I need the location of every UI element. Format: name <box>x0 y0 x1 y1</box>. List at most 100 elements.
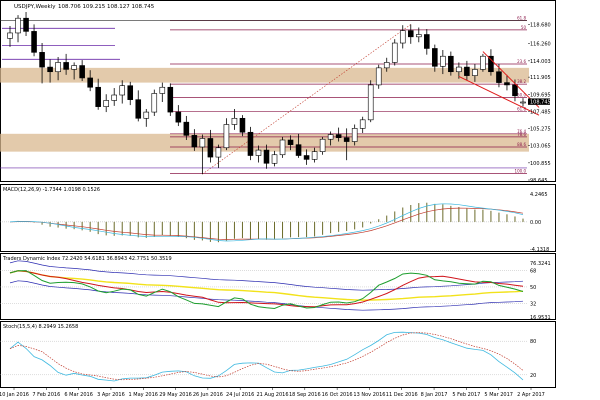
candle-body <box>95 86 101 107</box>
candle-body <box>255 149 262 156</box>
price-tick-label: 103.065 <box>530 144 551 150</box>
stoch-signal-line <box>9 332 524 381</box>
macd-title: MACD(12,26,9) -1.7344 1.0198 0.1526 <box>3 187 100 193</box>
macd-tick-label: 0.00 <box>530 220 541 226</box>
candle-body <box>367 84 374 121</box>
stoch-plot <box>0 331 527 382</box>
candle-body <box>263 149 270 164</box>
macd-tick-label: -4.1318 <box>530 247 549 253</box>
candle-body <box>71 65 77 70</box>
stoch-main-line <box>9 331 524 382</box>
stoch-axis: 80 20 <box>530 339 536 379</box>
candle-body <box>496 71 502 83</box>
fib-level-label: 23.6 <box>517 59 526 64</box>
price-plot: 61.8 50 23.6 38.2 50.0 61.8 76.478.6 88.6 100.0 <box>0 12 540 175</box>
tdi-tick-label: 16.9531 <box>530 315 551 321</box>
tdi-axis: 76.3241 68 50 32 16.9531 <box>530 261 551 321</box>
stoch-title: Stoch(15,5,4) 8.2949 15.2658 <box>3 324 78 330</box>
tdi-upper-band <box>9 260 524 291</box>
price-tick-label: 111.905 <box>530 75 551 81</box>
time-tick-label: 24 Jul 2016 <box>226 392 254 398</box>
fib-trend-line <box>202 24 411 175</box>
time-tick-label: 2 Apr 2017 <box>517 392 545 398</box>
candle-body <box>391 42 398 63</box>
wedge-lower-line <box>458 75 540 116</box>
tdi-signal-line <box>9 270 524 308</box>
candle-body <box>31 31 37 53</box>
candle-body <box>448 55 454 73</box>
candle-body <box>359 119 366 129</box>
candle-body <box>311 151 318 160</box>
candle-body <box>464 66 470 76</box>
candle-body <box>175 111 182 123</box>
candle-body <box>63 62 69 70</box>
candle-body <box>39 52 45 68</box>
stoch-tick-label: 20 <box>530 373 536 379</box>
tdi-tick-label: 50 <box>530 285 536 291</box>
macd-tick-label: 4.2465 <box>530 192 548 198</box>
time-tick-label: 10 Jan 2016 <box>0 392 29 398</box>
candle-body <box>488 55 494 73</box>
fib-level-label: 78.6 <box>517 132 526 137</box>
price-tick-label: 98.645 <box>530 178 548 184</box>
candle-body <box>375 67 382 86</box>
fib-level-label: 61.8 <box>517 16 526 21</box>
candle-body <box>279 139 286 156</box>
tdi-plot <box>0 260 527 311</box>
current-price-box <box>528 98 550 105</box>
tdi-lower-band <box>9 280 524 311</box>
candle-body <box>55 62 61 73</box>
candle-body <box>135 99 142 119</box>
candle-body <box>167 86 174 113</box>
candle-body <box>416 34 422 38</box>
candle-body <box>183 121 190 136</box>
candle-body <box>15 17 21 34</box>
candle-body <box>327 134 334 140</box>
candle-body <box>231 117 238 125</box>
time-tick-label: 29 May 2016 <box>159 392 192 398</box>
candle-body <box>199 138 206 148</box>
candle-body <box>351 128 358 142</box>
price-tick-label: 114.003 <box>530 59 551 65</box>
candle-body <box>303 155 310 160</box>
time-tick-label: 18 Sep 2016 <box>289 392 321 398</box>
candle-body <box>520 101 526 104</box>
candle-body <box>424 34 430 49</box>
candle-body <box>472 69 478 76</box>
candle-body <box>127 85 134 100</box>
candle-body <box>239 117 246 133</box>
fib-level-label: 76.4 <box>517 129 526 134</box>
ohlc-header: 108.706 109.215 108.127 108.745 <box>58 4 155 10</box>
price-tick-label: 109.695 <box>530 92 551 98</box>
fib-level-label: 50 <box>521 25 527 30</box>
price-tick-label: 100.855 <box>530 161 551 167</box>
candle-body <box>319 138 326 152</box>
time-tick-label: 8 Jan 2017 <box>421 392 448 398</box>
candle-body <box>207 138 214 158</box>
fib-level-label: 61.8 <box>517 106 526 111</box>
fib-level-label: 100.0 <box>515 168 527 173</box>
price-tick-label: 107.485 <box>530 109 551 115</box>
candle-body <box>295 144 302 156</box>
tdi-tick-label: 68 <box>530 269 536 275</box>
price-panel-frame <box>0 0 556 182</box>
candle-body <box>87 77 93 88</box>
time-tick-label: 6 Mar 2016 <box>64 392 93 398</box>
candle-body <box>271 154 278 164</box>
candle-body <box>287 139 294 145</box>
time-tick-label: 5 Mar 2017 <box>484 392 513 398</box>
stoch-tick-label: 80 <box>530 339 536 345</box>
candle-body <box>215 147 222 158</box>
tdi-price-line <box>9 270 524 310</box>
price-tick-label: 116.260 <box>530 41 551 47</box>
time-tick-label: 11 Dec 2016 <box>386 392 418 398</box>
fib-level-label: 38.2 <box>517 79 526 84</box>
candle-body <box>79 65 85 79</box>
time-tick-label: 21 Aug 2016 <box>256 392 288 398</box>
macd-plot <box>0 202 527 243</box>
tdi-title: Traders Dynamic Index 72.2420 54.6181 36… <box>2 256 172 262</box>
tdi-panel-frame <box>0 253 556 320</box>
candle-body <box>103 100 109 107</box>
time-tick-label: 7 Feb 2016 <box>32 392 60 398</box>
candle-body <box>399 30 406 44</box>
